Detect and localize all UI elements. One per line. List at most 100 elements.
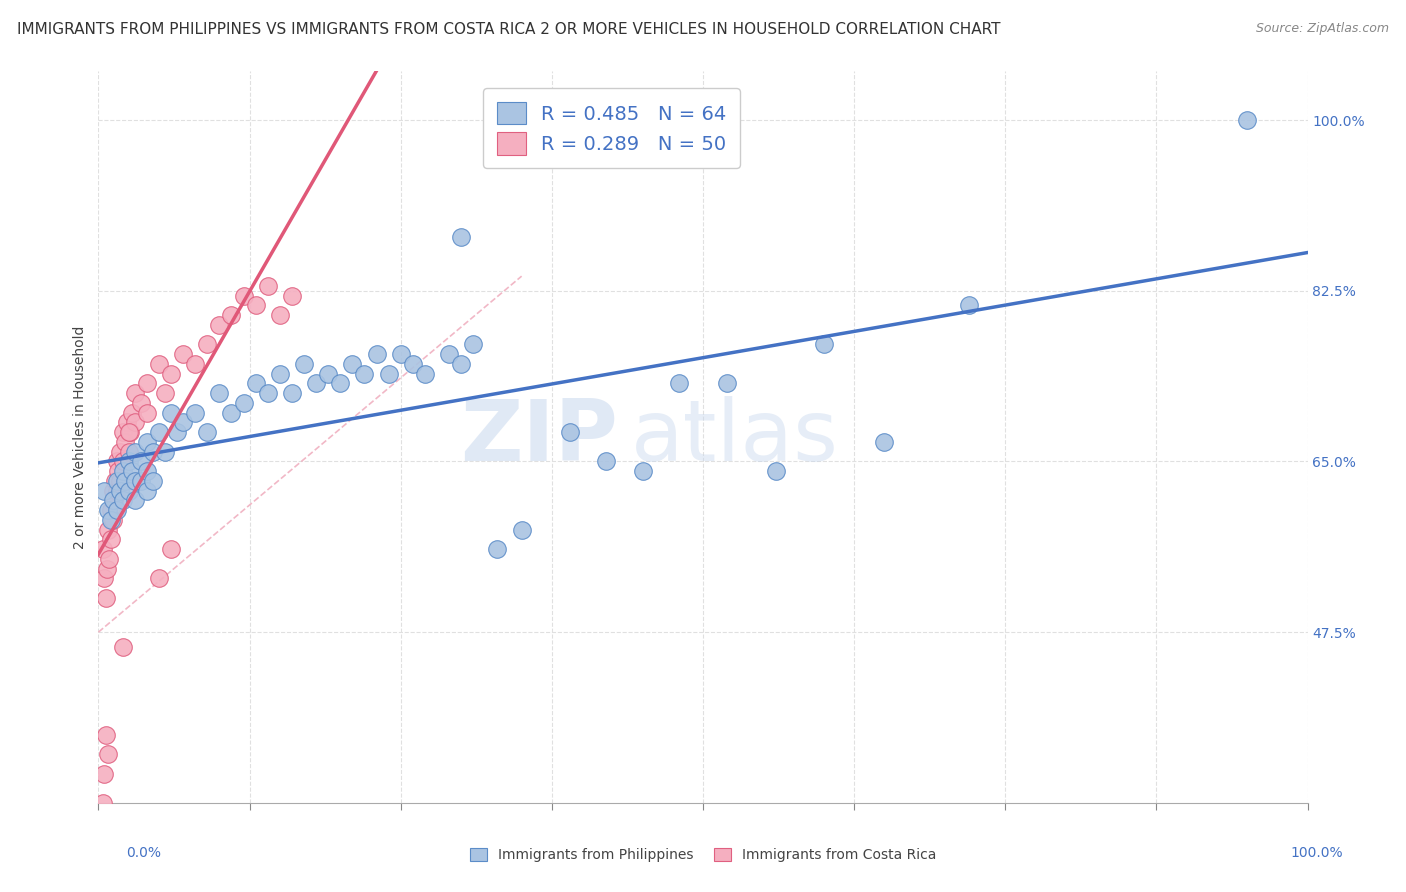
Point xyxy=(121,406,143,420)
Point xyxy=(342,357,364,371)
Text: IMMIGRANTS FROM PHILIPPINES VS IMMIGRANTS FROM COSTA RICA 2 OR MORE VEHICLES IN : IMMIGRANTS FROM PHILIPPINES VS IMMIGRANT… xyxy=(17,22,1001,37)
Point xyxy=(450,230,472,244)
Text: atlas: atlas xyxy=(630,395,838,479)
Point xyxy=(129,474,152,488)
Point xyxy=(558,425,581,440)
Point xyxy=(281,386,304,401)
Point xyxy=(114,474,136,488)
Point xyxy=(245,376,267,391)
Point xyxy=(105,503,128,517)
Point xyxy=(105,474,128,488)
Point xyxy=(160,367,183,381)
Point xyxy=(486,542,509,557)
Point xyxy=(166,425,188,440)
Point xyxy=(316,367,339,381)
Point xyxy=(153,444,176,458)
Point xyxy=(108,474,131,488)
Point xyxy=(353,367,375,381)
Text: 100.0%: 100.0% xyxy=(1291,846,1343,860)
Point xyxy=(160,542,183,557)
Point xyxy=(184,406,207,420)
Point xyxy=(292,357,315,371)
Point xyxy=(118,454,141,468)
Point xyxy=(124,416,146,430)
Point xyxy=(101,513,124,527)
Point xyxy=(256,386,278,401)
Point xyxy=(135,464,157,478)
Point xyxy=(184,357,207,371)
Point xyxy=(269,367,291,381)
Point xyxy=(108,444,131,458)
Point xyxy=(97,503,120,517)
Point xyxy=(135,483,157,498)
Point xyxy=(195,425,218,440)
Text: ZIP: ZIP xyxy=(461,395,619,479)
Text: Source: ZipAtlas.com: Source: ZipAtlas.com xyxy=(1256,22,1389,36)
Legend: R = 0.485   N = 64, R = 0.289   N = 50: R = 0.485 N = 64, R = 0.289 N = 50 xyxy=(484,88,740,169)
Point xyxy=(93,572,115,586)
Point xyxy=(124,444,146,458)
Point xyxy=(129,454,152,468)
Point xyxy=(93,766,115,780)
Point xyxy=(111,640,134,654)
Point xyxy=(124,493,146,508)
Point xyxy=(716,376,738,391)
Point xyxy=(111,425,134,440)
Point xyxy=(94,591,117,605)
Point xyxy=(153,386,176,401)
Point xyxy=(100,533,122,547)
Point xyxy=(389,347,412,361)
Point xyxy=(208,318,231,332)
Point xyxy=(148,572,170,586)
Point xyxy=(329,376,352,391)
Point xyxy=(269,308,291,322)
Point xyxy=(105,483,128,498)
Point xyxy=(402,357,425,371)
Point xyxy=(413,367,436,381)
Point xyxy=(957,298,980,312)
Point xyxy=(450,357,472,371)
Point xyxy=(103,493,125,508)
Point xyxy=(377,367,399,381)
Point xyxy=(813,337,835,351)
Point xyxy=(111,464,134,478)
Point xyxy=(121,464,143,478)
Point xyxy=(97,747,120,761)
Point xyxy=(437,347,460,361)
Point xyxy=(631,464,654,478)
Point xyxy=(595,454,617,468)
Point xyxy=(232,396,254,410)
Point xyxy=(221,308,243,322)
Text: 0.0%: 0.0% xyxy=(127,846,162,860)
Point xyxy=(172,416,194,430)
Point xyxy=(510,523,533,537)
Point xyxy=(94,727,117,741)
Point xyxy=(118,483,141,498)
Point xyxy=(366,347,388,361)
Point xyxy=(281,288,304,302)
Point xyxy=(208,386,231,401)
Point xyxy=(160,406,183,420)
Point xyxy=(142,444,165,458)
Point xyxy=(245,298,267,312)
Point xyxy=(100,513,122,527)
Point xyxy=(129,396,152,410)
Point xyxy=(256,279,278,293)
Point xyxy=(1236,113,1258,128)
Point xyxy=(148,425,170,440)
Point xyxy=(118,425,141,440)
Point xyxy=(142,474,165,488)
Point xyxy=(93,483,115,498)
Point xyxy=(96,562,118,576)
Point xyxy=(111,493,134,508)
Point xyxy=(668,376,690,391)
Point xyxy=(221,406,243,420)
Point xyxy=(195,337,218,351)
Point xyxy=(101,483,124,498)
Point xyxy=(117,416,139,430)
Point xyxy=(765,464,787,478)
Point xyxy=(114,434,136,449)
Point xyxy=(118,425,141,440)
Point xyxy=(91,542,114,557)
Point xyxy=(118,444,141,458)
